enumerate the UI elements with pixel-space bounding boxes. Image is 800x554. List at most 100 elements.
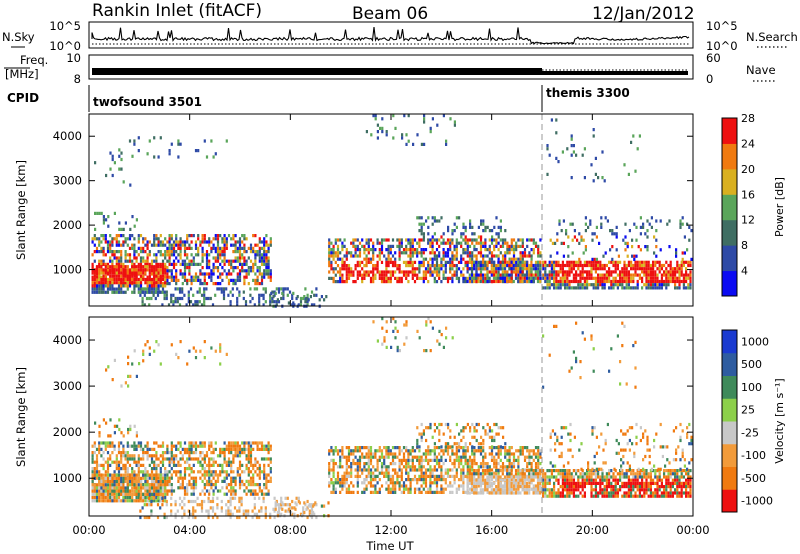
heatmap-cell: [398, 238, 401, 242]
heatmap-cell: [267, 269, 270, 273]
heatmap-cell: [203, 467, 206, 471]
heatmap-cell: [164, 237, 167, 241]
heatmap-cell: [687, 276, 690, 280]
heatmap-cell: [188, 444, 191, 448]
heatmap-cell: [525, 263, 529, 268]
heatmap-cell: [407, 114, 410, 118]
heatmap-cell: [197, 457, 200, 461]
heatmap-cell: [436, 219, 439, 223]
heatmap-cell: [163, 296, 166, 301]
heatmap-cell: [471, 490, 474, 494]
heatmap-cell: [642, 222, 645, 226]
heatmap-cell: [252, 473, 255, 477]
heatmap-cell: [264, 290, 267, 294]
station-title: Rankin Inlet (fitACF): [92, 1, 262, 21]
heatmap-cell: [168, 479, 171, 483]
heatmap-cell: [247, 460, 250, 464]
heatmap-cell: [157, 243, 160, 247]
freq-label-2: [MHz]: [5, 67, 39, 81]
heatmap-cell: [212, 269, 215, 273]
heatmap-cell: [139, 262, 143, 266]
heatmap-cell: [488, 238, 491, 242]
heatmap-cell: [249, 460, 253, 464]
heatmap-cell: [593, 232, 596, 236]
heatmap-cell: [210, 250, 213, 254]
heatmap-cell: [117, 265, 121, 269]
heatmap-cell: [429, 481, 432, 485]
heatmap-cell: [238, 262, 242, 266]
heatmap-cell: [592, 179, 595, 183]
heatmap-cell: [521, 279, 524, 284]
heatmap-cell: [479, 449, 483, 453]
heatmap-cell: [304, 287, 307, 291]
heatmap-cell: [117, 499, 121, 503]
heatmap-cell: [398, 264, 401, 268]
heatmap-cell: [427, 225, 430, 229]
heatmap-cell: [550, 273, 553, 277]
heatmap-cell: [161, 262, 165, 266]
heatmap-cell: [383, 270, 386, 274]
heatmap-cell: [580, 238, 583, 242]
heatmap-cell: [336, 280, 340, 284]
heatmap-cell: [234, 476, 237, 480]
heatmap-cell: [591, 257, 594, 261]
heatmap-cell: [332, 490, 335, 494]
heatmap-cell: [102, 284, 105, 288]
heatmap-cell: [534, 260, 538, 264]
heatmap-cell: [277, 287, 281, 291]
heatmap-cell: [400, 449, 403, 453]
heatmap-cell: [117, 284, 121, 288]
heatmap-cell: [380, 238, 384, 242]
heatmap-cell: [91, 473, 94, 477]
heatmap-cell: [139, 259, 143, 263]
heatmap-cell: [398, 248, 401, 252]
heatmap-cell: [208, 483, 211, 487]
heatmap-cell: [95, 476, 99, 480]
heatmap-cell: [576, 238, 579, 242]
heatmap-cell: [453, 273, 456, 277]
heatmap-cell: [142, 268, 145, 272]
heatmap-cell: [512, 267, 515, 271]
heatmap-cell: [197, 237, 200, 241]
heatmap-cell: [199, 476, 202, 480]
heatmap-cell: [164, 489, 167, 493]
heatmap-cell: [115, 271, 118, 275]
heatmap-cell: [343, 455, 346, 459]
heatmap-cell: [269, 476, 272, 480]
heatmap-cell: [271, 300, 274, 304]
heatmap-cell: [433, 465, 436, 469]
heatmap-cell: [597, 273, 600, 277]
heatmap-cell: [546, 144, 549, 148]
heatmap-cell: [122, 463, 125, 467]
heatmap-cell: [223, 470, 226, 474]
heatmap-cell: [515, 487, 518, 491]
heatmap-cell: [343, 478, 346, 482]
heatmap-cell: [492, 273, 496, 277]
heatmap-cell: [579, 273, 582, 277]
heatmap-cell: [345, 478, 348, 482]
heatmap-cell: [378, 490, 381, 494]
heatmap-cell: [120, 486, 123, 490]
heatmap-cell: [510, 238, 513, 242]
heatmap-cell: [175, 282, 178, 286]
heatmap-cell: [641, 279, 644, 284]
heatmap-cell: [181, 479, 184, 483]
heatmap-cell: [345, 267, 348, 271]
heatmap-cell: [431, 474, 434, 478]
heatmap-cell: [407, 248, 410, 252]
heatmap-cell: [225, 470, 228, 474]
heatmap-cell: [131, 486, 134, 490]
heatmap-cell: [515, 244, 518, 248]
heatmap-cell: [142, 250, 145, 254]
heatmap-cell: [263, 256, 266, 260]
heatmap-cell: [265, 492, 268, 496]
heatmap-cell: [262, 303, 265, 307]
heatmap-cell: [135, 250, 138, 254]
heatmap-cell: [183, 246, 187, 250]
heatmap-cell: [424, 490, 428, 494]
heatmap-cell: [269, 296, 272, 301]
heatmap-cell: [345, 481, 348, 485]
heatmap-cell: [336, 478, 340, 482]
heatmap-cell: [133, 274, 136, 278]
heatmap-cell: [499, 229, 502, 233]
